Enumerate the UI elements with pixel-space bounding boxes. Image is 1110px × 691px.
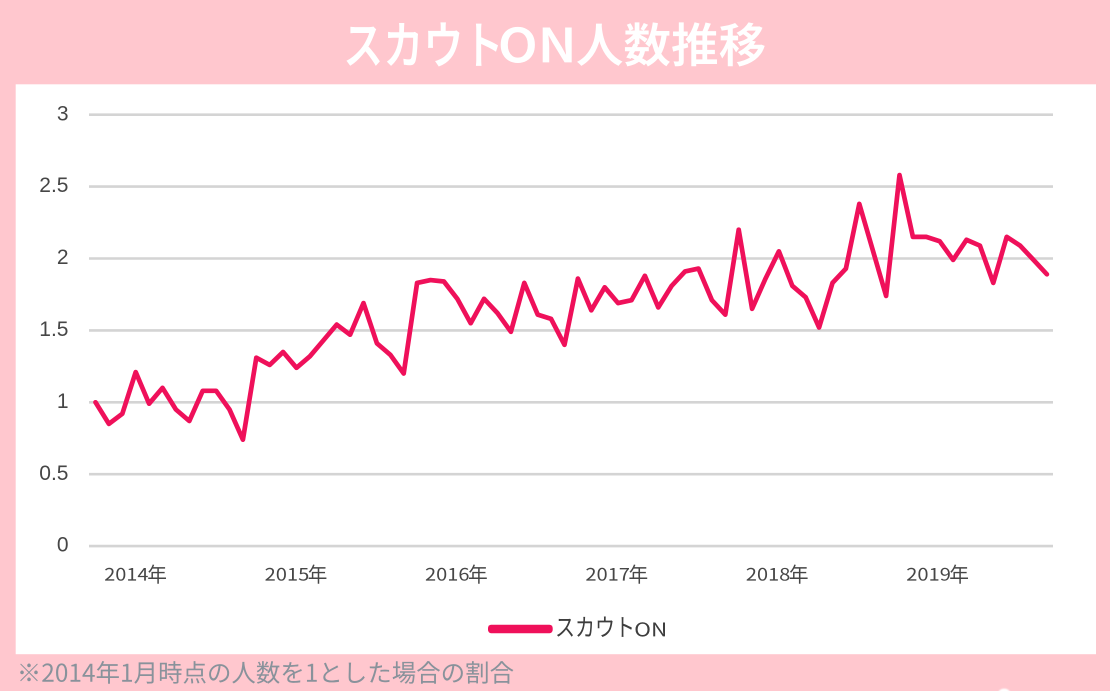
- svg-text:1: 1: [57, 390, 69, 413]
- svg-text:0.5: 0.5: [39, 462, 68, 485]
- svg-text:2: 2: [57, 246, 69, 269]
- svg-text:0: 0: [57, 534, 69, 557]
- svg-text:2.5: 2.5: [39, 174, 68, 197]
- svg-text:1.5: 1.5: [39, 318, 68, 341]
- svg-text:3: 3: [57, 102, 69, 125]
